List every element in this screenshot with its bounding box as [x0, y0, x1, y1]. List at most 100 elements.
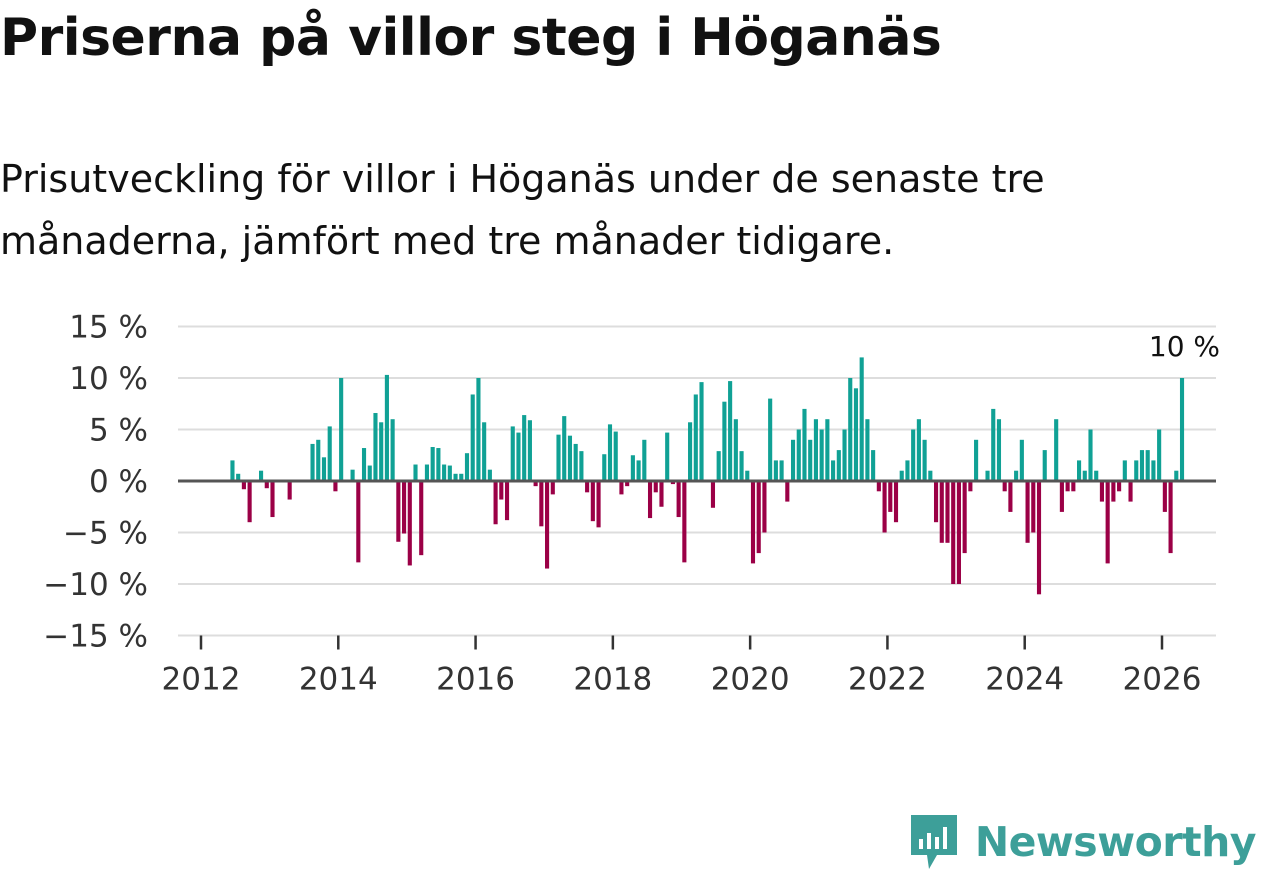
bar: [670, 481, 675, 485]
bar: [1014, 470, 1019, 481]
bar: [539, 481, 544, 527]
bar: [745, 470, 750, 481]
bar: [945, 481, 950, 543]
bar: [716, 451, 721, 481]
bar: [550, 481, 555, 495]
bar: [653, 481, 658, 493]
bar: [287, 481, 292, 500]
bar: [1077, 460, 1082, 481]
bar-series: [230, 357, 1185, 595]
bar: [407, 481, 412, 566]
bar: [316, 439, 321, 481]
bar: [951, 481, 956, 584]
bar: [321, 457, 327, 481]
bar: [567, 435, 573, 481]
bar: [510, 426, 515, 481]
bar: [602, 454, 607, 481]
bar: [750, 481, 756, 564]
bar: [402, 481, 407, 534]
bar: [522, 415, 527, 481]
bar: [779, 460, 784, 481]
bar: [607, 424, 613, 481]
bar: [1071, 481, 1076, 492]
bar: [956, 481, 961, 584]
bar: [339, 378, 344, 481]
bar: [1008, 481, 1013, 512]
y-tick-label: 5 %: [89, 413, 148, 449]
bar: [1162, 481, 1167, 512]
bar: [504, 481, 510, 521]
bar: [733, 419, 738, 481]
bar: [459, 473, 464, 481]
bar: [699, 382, 704, 481]
bar-chart: 15 % 10 % 5 % 0 % −5 % −10 % −15 % 2012 2014 2016…: [43, 310, 1220, 698]
bar: [836, 450, 841, 481]
bar: [962, 481, 967, 554]
bar: [545, 481, 550, 569]
x-tick-label: 2026: [1123, 662, 1202, 698]
bar: [728, 381, 733, 481]
bar: [1117, 481, 1122, 492]
bar: [379, 422, 384, 481]
bar: [482, 422, 487, 481]
bar: [1122, 460, 1127, 481]
bar: [390, 419, 395, 481]
bar: [842, 429, 847, 481]
x-tick-label: 2024: [985, 662, 1064, 698]
bar: [1168, 481, 1173, 554]
bar: [247, 481, 252, 523]
bar: [241, 481, 246, 490]
bar: [424, 464, 430, 481]
bar: [585, 481, 590, 493]
bar: [1179, 378, 1185, 481]
bar: [327, 426, 332, 481]
bar: [871, 450, 876, 481]
bar: [1099, 481, 1104, 502]
bar: [1065, 481, 1070, 492]
bar: [1042, 450, 1047, 481]
bar: [464, 453, 470, 481]
bar: [613, 431, 618, 481]
bar: [876, 481, 881, 492]
x-tick-label: 2014: [299, 662, 378, 698]
bar: [230, 460, 235, 481]
bar: [922, 439, 927, 481]
bar: [1031, 481, 1036, 533]
bar: [1082, 470, 1087, 481]
bar: [367, 465, 372, 481]
bar: [236, 473, 241, 481]
bar: [933, 481, 939, 523]
bar: [916, 419, 921, 481]
x-tick-label: 2020: [711, 662, 790, 698]
bar: [939, 481, 944, 543]
y-tick-label: −5 %: [63, 516, 148, 552]
bar: [756, 481, 761, 554]
tick-labels: 15 % 10 % 5 % 0 % −5 % −10 % −15 % 2012 2014 2016…: [43, 310, 1220, 698]
bar: [636, 460, 641, 481]
bar: [996, 419, 1002, 481]
bar: [361, 448, 367, 481]
bar: [1002, 481, 1007, 492]
newsworthy-logo-text: Newsworthy: [974, 818, 1257, 866]
bar: [1157, 429, 1162, 481]
bar: [831, 460, 836, 481]
bar: [762, 481, 767, 533]
newsworthy-logo: Newsworthy: [907, 811, 1257, 873]
bar: [419, 481, 424, 556]
bar: [1145, 450, 1150, 481]
bar: [579, 451, 584, 481]
x-tick-label: 2012: [162, 662, 241, 698]
x-tick-label: 2016: [436, 662, 515, 698]
bar: [1134, 460, 1139, 481]
bar: [516, 432, 521, 481]
bar: [802, 408, 807, 481]
x-tick-label: 2018: [573, 662, 652, 698]
bar: [333, 481, 338, 492]
bar: [373, 413, 378, 481]
bar: [928, 470, 933, 481]
bar: [493, 481, 498, 525]
bar: [739, 451, 744, 481]
last-value-label: 10 %: [1149, 330, 1220, 363]
bar: [688, 422, 693, 481]
bar: [882, 481, 887, 533]
